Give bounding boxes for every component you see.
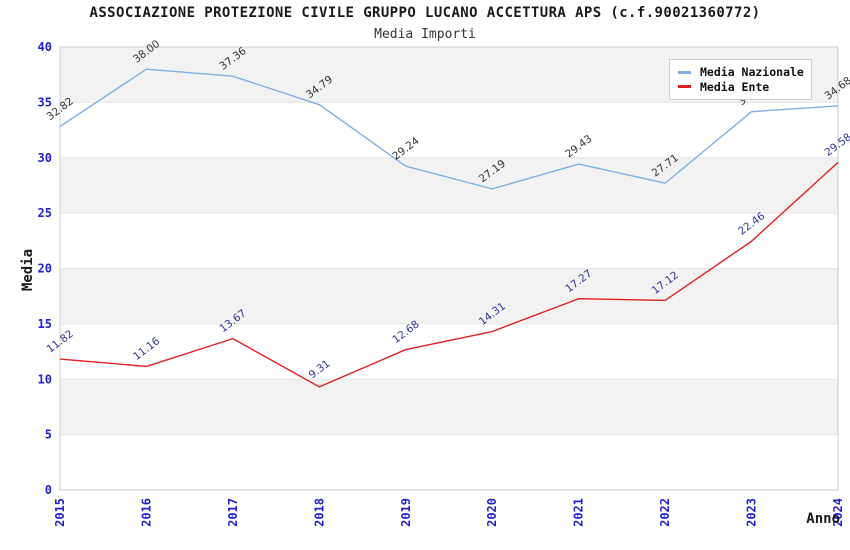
x-tick-label: 2018 bbox=[312, 498, 326, 527]
plot-band bbox=[60, 379, 838, 435]
chart-title: ASSOCIAZIONE PROTEZIONE CIVILE GRUPPO LU… bbox=[89, 5, 761, 21]
legend-label-media-ente: Media Ente bbox=[700, 79, 770, 94]
legend-item-media-nazionale: Media Nazionale bbox=[678, 65, 804, 80]
y-tick-label: 25 bbox=[38, 206, 52, 220]
y-tick-label: 35 bbox=[38, 95, 52, 109]
series-line bbox=[59, 161, 839, 388]
y-tick-label: 30 bbox=[38, 151, 52, 165]
media-ente-line-swatch bbox=[678, 85, 691, 89]
chart-subtitle: Media Importi bbox=[374, 27, 476, 42]
y-tick-label: 15 bbox=[38, 317, 52, 331]
plot-band bbox=[60, 323, 838, 380]
x-tick-label: 2017 bbox=[226, 498, 240, 527]
y-tick-label: 10 bbox=[38, 372, 52, 386]
legend: Media Nazionale Media Ente bbox=[669, 59, 812, 100]
legend-label-media-nazionale: Media Nazionale bbox=[700, 65, 804, 80]
y-tick-label: 20 bbox=[38, 262, 52, 276]
x-tick-label: 2016 bbox=[139, 498, 153, 527]
y-tick-label: 5 bbox=[45, 428, 52, 442]
y-tick-label: 0 bbox=[45, 483, 52, 497]
x-tick-label: 2019 bbox=[399, 498, 413, 527]
plot-border bbox=[59, 46, 839, 491]
y-axis-title: Media bbox=[20, 248, 36, 292]
legend-item-media-ente: Media Ente bbox=[678, 80, 803, 95]
plot-band bbox=[60, 213, 838, 269]
plot-band bbox=[60, 102, 838, 158]
x-tick-label: 2024 bbox=[831, 498, 845, 527]
plot-band bbox=[60, 268, 838, 324]
x-tick-label: 2023 bbox=[745, 498, 759, 527]
x-tick-label: 2022 bbox=[658, 498, 672, 527]
plot-band bbox=[60, 434, 838, 490]
x-tick-label: 2020 bbox=[485, 498, 499, 527]
x-tick-label: 2015 bbox=[53, 498, 67, 527]
plot-band bbox=[60, 157, 838, 214]
series-line bbox=[59, 68, 839, 190]
x-axis-title: Anno bbox=[806, 511, 840, 527]
media-nazionale-line-swatch bbox=[678, 70, 691, 74]
x-tick-label: 2021 bbox=[572, 498, 586, 527]
y-tick-label: 40 bbox=[38, 40, 52, 54]
